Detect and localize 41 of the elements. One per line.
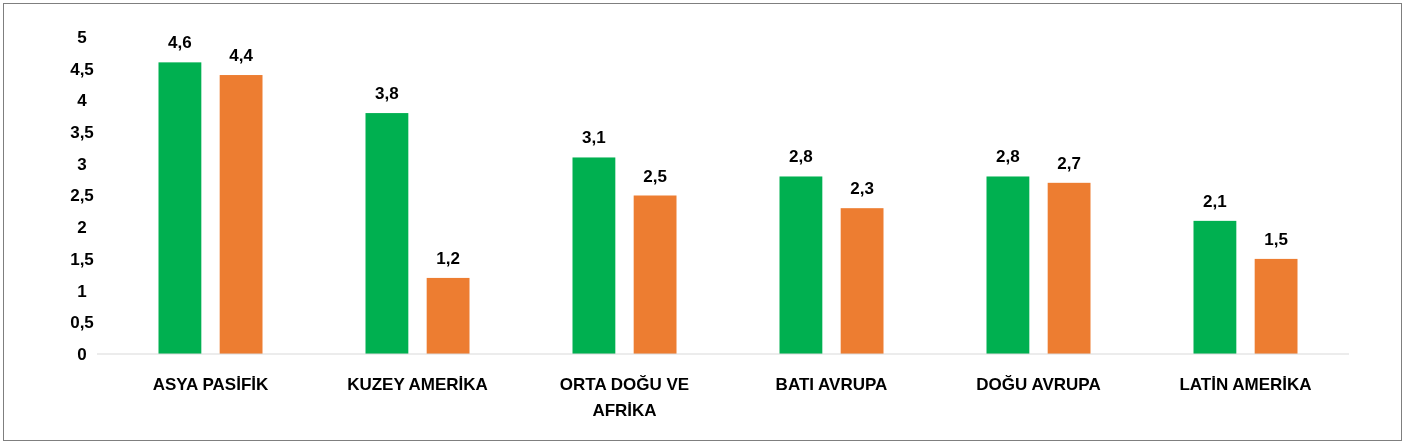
bar [1047,182,1091,354]
bar [779,176,823,354]
data-label: 3,1 [582,128,606,148]
data-label: 2,7 [1057,153,1081,173]
data-label: 4,4 [229,46,254,66]
data-label: 2,8 [789,147,813,167]
y-tick-label: 3,5 [70,123,94,143]
bar [840,208,884,354]
y-tick-label: 0 [77,344,87,364]
bar [572,157,616,354]
bar [365,113,409,354]
y-tick-label: 1 [77,281,87,301]
data-label: 3,8 [375,84,399,104]
data-label: 1,2 [436,248,460,268]
bar [986,176,1030,354]
data-label: 2,1 [1203,191,1227,211]
data-label: 2,3 [850,179,874,199]
y-tick-label: 3 [77,154,87,174]
x-tick-label: KUZEY AMERİKA [347,375,488,394]
x-tick-label: LATİN AMERİKA [1179,375,1312,394]
y-tick-label: 2 [77,218,87,238]
bar [1193,220,1237,354]
y-tick-label: 2,5 [70,186,94,206]
bar [426,277,470,354]
bar [633,195,677,354]
y-tick-label: 0,5 [70,313,94,333]
data-label: 4,6 [168,33,192,53]
bar [158,62,202,354]
data-label: 2,8 [996,147,1020,167]
data-label: 2,5 [643,166,667,186]
y-tick-label: 1,5 [70,249,94,269]
bar [219,75,263,354]
x-tick-label: DOĞU AVRUPA [976,375,1101,394]
y-tick-label: 5 [77,27,87,47]
data-label: 1,5 [1264,229,1288,249]
x-tick-label: ASYA PASİFİK [152,375,269,394]
x-tick-label: ORTA DOĞU VE AFRİKA [559,375,690,420]
y-tick-label: 4 [77,91,88,111]
x-tick-label: BATI AVRUPA [775,375,888,394]
y-tick-label: 4,5 [70,59,94,79]
bar [1254,258,1298,354]
